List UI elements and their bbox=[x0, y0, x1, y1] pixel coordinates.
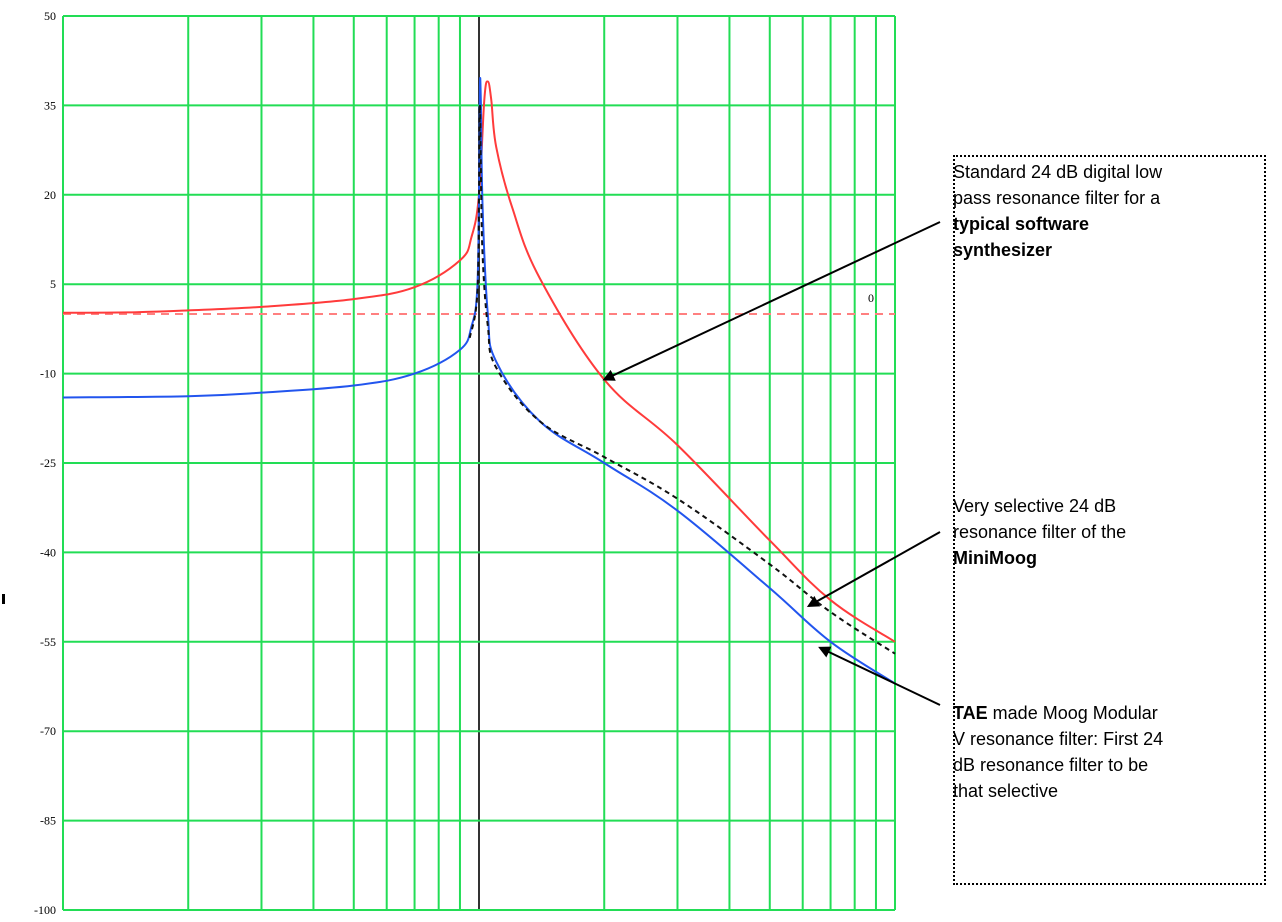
annotations: Standard 24 dB digital low pass resonance… bbox=[602, 162, 1163, 801]
grid-lines bbox=[62, 15, 896, 911]
annotation-line: dB resonance filter to be bbox=[953, 755, 1148, 775]
y-tick-label: 50 bbox=[44, 9, 56, 23]
annotation-line: MiniMoog bbox=[953, 548, 1037, 568]
y-tick-label: -85 bbox=[40, 814, 56, 828]
annotation-line: typical software bbox=[953, 214, 1089, 234]
annotation-2: Very selective 24 dB resonance filter of … bbox=[806, 496, 1126, 608]
axis-y-left-tick-mark bbox=[2, 594, 5, 604]
annotation-text-part: pass resonance filter for a bbox=[953, 188, 1161, 208]
annotation-arrow bbox=[806, 531, 941, 608]
annotation-text-part: synthesizer bbox=[953, 240, 1052, 260]
annotation-arrow bbox=[602, 221, 941, 381]
annotation-line: TAE made Moog Modular bbox=[953, 703, 1158, 723]
series-line-3 bbox=[468, 104, 896, 655]
y-tick-label: -40 bbox=[40, 545, 56, 559]
reference-line-group: 0 bbox=[63, 291, 895, 315]
annotation-box bbox=[953, 155, 1266, 885]
y-tick-label: -10 bbox=[40, 367, 56, 381]
reference-line-label: 0 bbox=[868, 291, 874, 305]
annotation-text-part: MiniMoog bbox=[953, 548, 1037, 568]
annotation-line: Standard 24 dB digital low bbox=[953, 162, 1163, 182]
y-tick-label: -25 bbox=[40, 456, 56, 470]
annotation-line: V resonance filter: First 24 bbox=[953, 729, 1163, 749]
annotation-text-part: TAE bbox=[953, 703, 988, 723]
annotation-text-part: that selective bbox=[953, 781, 1058, 801]
annotation-arrow bbox=[818, 646, 941, 706]
annotation-3: TAE made Moog Modular V resonance filter:… bbox=[818, 646, 1163, 801]
y-tick-label: 20 bbox=[44, 188, 56, 202]
annotation-line: resonance filter of the bbox=[953, 522, 1126, 542]
series-lines bbox=[62, 77, 896, 685]
annotation-line: that selective bbox=[953, 781, 1058, 801]
annotation-line: synthesizer bbox=[953, 240, 1052, 260]
annotation-text-part: made Moog Modular bbox=[988, 703, 1158, 723]
y-axis-ticks: 50 35 20 5 -10 -25 -40 -55 -70 -85 -100 bbox=[34, 9, 56, 917]
annotation-text-part: resonance filter of the bbox=[953, 522, 1126, 542]
y-tick-label: -70 bbox=[40, 724, 56, 738]
annotation-text-part: Standard 24 dB digital low bbox=[953, 162, 1163, 182]
annotation-text-part: Very selective 24 dB bbox=[953, 496, 1116, 516]
annotation-line: Very selective 24 dB bbox=[953, 496, 1116, 516]
annotation-text-part: dB resonance filter to be bbox=[953, 755, 1148, 775]
annotation-1: Standard 24 dB digital low pass resonance… bbox=[602, 162, 1163, 381]
y-tick-label: -100 bbox=[34, 903, 56, 917]
series-line-1 bbox=[62, 80, 896, 643]
y-tick-label: 35 bbox=[44, 98, 56, 112]
series-line-2 bbox=[62, 77, 896, 685]
annotation-line: pass resonance filter for a bbox=[953, 188, 1161, 208]
annotation-text-part: typical software bbox=[953, 214, 1089, 234]
y-tick-label: 5 bbox=[50, 277, 56, 291]
annotation-text-part: V resonance filter: First 24 bbox=[953, 729, 1163, 749]
y-tick-label: -55 bbox=[40, 635, 56, 649]
